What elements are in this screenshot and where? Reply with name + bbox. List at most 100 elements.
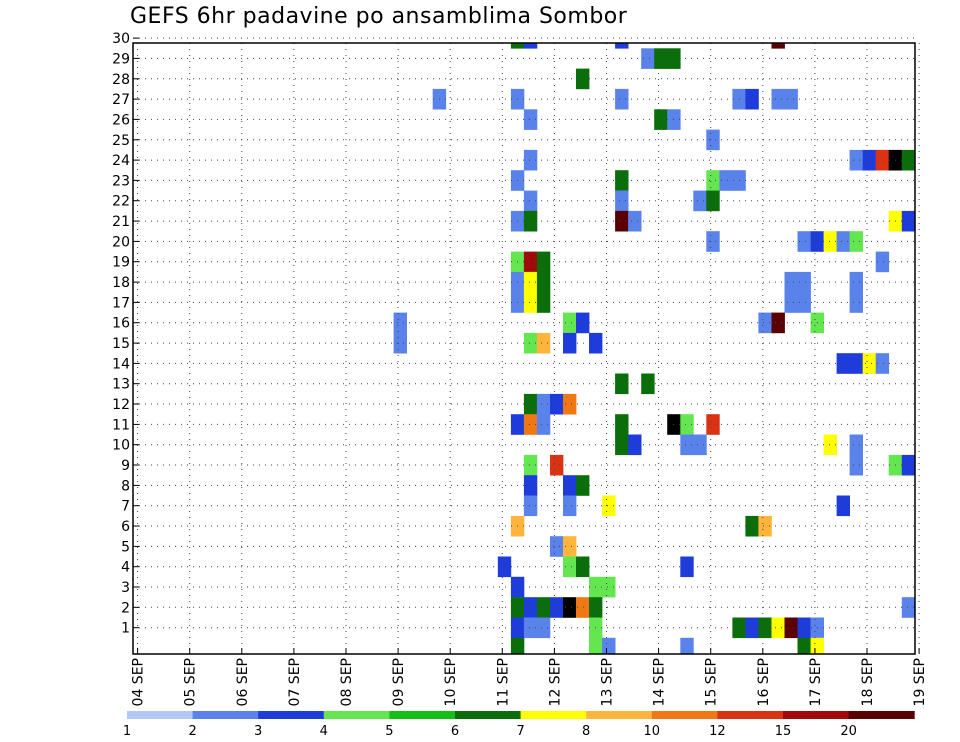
data-cell [745, 515, 759, 537]
y-tick-label: 15 [112, 336, 130, 352]
y-tick-label: 9 [121, 458, 130, 474]
data-cell [693, 434, 707, 456]
y-tick-label: 17 [112, 295, 130, 311]
legend-label: 6 [451, 724, 459, 739]
x-tick-label: 08 SEP [339, 658, 355, 706]
data-cell [784, 292, 798, 313]
data-cell [810, 637, 824, 655]
data-cell [706, 231, 720, 252]
legend-swatch [127, 711, 194, 719]
data-cell [536, 617, 551, 639]
data-cell [706, 129, 720, 151]
data-cell [576, 475, 590, 496]
data-cell [615, 414, 629, 435]
data-cell [875, 251, 890, 273]
legend-label: 3 [254, 724, 262, 739]
x-tick-label: 09 SEP [391, 658, 407, 706]
y-tick-label: 16 [112, 316, 130, 332]
y-tick-label: 10 [112, 438, 130, 454]
x-tick-label: 10 SEP [443, 658, 459, 706]
data-cell [550, 597, 564, 618]
y-tick-label: 4 [121, 560, 130, 576]
data-cell [393, 312, 407, 334]
y-tick-label: 12 [112, 397, 130, 413]
data-cell [758, 617, 772, 639]
data-cell [589, 637, 603, 655]
data-cell [550, 454, 564, 476]
data-cell [563, 495, 577, 517]
x-tick-label: 14 SEP [652, 658, 668, 706]
data-cell [550, 393, 564, 415]
legend-swatch [389, 711, 456, 719]
legend-swatch [848, 711, 915, 719]
data-cell [628, 434, 642, 456]
data-cell [523, 210, 538, 232]
y-tick-label: 11 [112, 417, 130, 433]
data-cell [901, 149, 916, 171]
legend-swatch [651, 711, 718, 719]
data-cell [536, 393, 551, 415]
data-cell [797, 271, 811, 293]
data-cell [836, 353, 850, 374]
data-cell [849, 231, 863, 252]
data-cell [901, 210, 916, 232]
data-cell [615, 373, 629, 395]
y-tick-label: 8 [121, 478, 130, 494]
legend-label: 2 [188, 724, 196, 739]
legend-label: 1 [123, 724, 131, 739]
data-cell [758, 312, 772, 334]
x-tick-label: 06 SEP [235, 658, 251, 706]
data-cell [693, 190, 707, 212]
data-cell [615, 88, 629, 110]
x-tick-label: 11 SEP [495, 658, 511, 706]
x-tick-label: 15 SEP [704, 658, 720, 706]
data-cell [523, 251, 538, 273]
data-cell [563, 475, 577, 496]
data-cell [875, 353, 890, 374]
data-cell [563, 536, 577, 557]
data-cell [862, 353, 877, 374]
y-tick-label: 2 [121, 600, 130, 616]
data-cell [680, 414, 694, 435]
data-cell [523, 597, 538, 618]
y-tick-label: 19 [112, 255, 130, 271]
data-cell [523, 393, 538, 415]
y-tick-label: 26 [112, 112, 130, 128]
y-tick-label: 21 [112, 214, 130, 230]
data-cell [771, 43, 785, 49]
y-tick-label: 24 [112, 153, 130, 169]
data-cell [615, 210, 629, 232]
data-cell [615, 190, 629, 212]
legend-swatch [520, 711, 587, 719]
y-tick-label: 25 [112, 133, 130, 149]
y-tick-label: 20 [112, 234, 130, 250]
y-tick-label: 5 [121, 539, 130, 555]
data-cell [510, 637, 525, 655]
legend-swatch [192, 711, 259, 719]
data-cell [576, 312, 590, 334]
data-cell [849, 271, 863, 293]
data-cell [523, 414, 538, 435]
legend-swatch [455, 711, 522, 719]
data-cell [563, 332, 577, 354]
data-cell [849, 292, 863, 313]
data-cell [797, 231, 811, 252]
data-cell [901, 597, 916, 618]
data-cell [784, 617, 798, 639]
x-tick-label: 16 SEP [756, 658, 772, 706]
data-cell [849, 149, 863, 171]
y-tick-label: 3 [121, 580, 130, 596]
data-cell [563, 393, 577, 415]
x-tick-label: 17 SEP [808, 658, 824, 706]
y-tick-label: 1 [121, 621, 130, 637]
data-cell [536, 292, 551, 313]
data-cell [849, 353, 863, 374]
data-cell [836, 231, 850, 252]
data-cell [523, 617, 538, 639]
data-cell [510, 43, 525, 49]
data-cell [823, 231, 837, 252]
y-tick-label: 27 [112, 92, 130, 108]
legend-label: 7 [516, 724, 524, 739]
data-cell [523, 109, 538, 130]
